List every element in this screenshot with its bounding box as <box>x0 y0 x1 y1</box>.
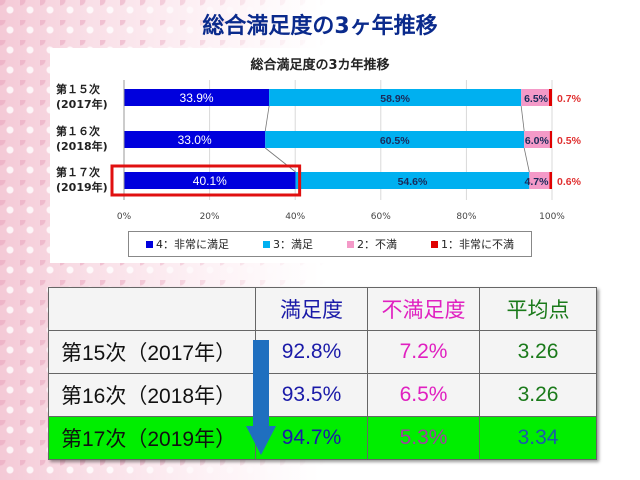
bar-segment <box>549 89 552 106</box>
bar-segment <box>549 172 552 189</box>
data-label: 0.5% <box>557 135 582 147</box>
data-label: 60.5% <box>380 135 410 147</box>
y-label-line: 第１６次 <box>56 125 100 138</box>
row-label: 第15次（2017年） <box>48 330 256 374</box>
legend-item: 2：不満 <box>347 236 397 252</box>
dissatisfaction-value: 6.5% <box>367 373 480 417</box>
dissatisfaction-value: 5.3% <box>367 416 480 460</box>
summary-table: 満足度 不満足度 平均点 第15次（2017年） 92.8% 7.2% 3.26… <box>48 287 597 460</box>
row-label: 第16次（2018年） <box>48 373 256 417</box>
bar-segment <box>295 172 530 189</box>
bar-segment <box>124 172 296 189</box>
data-label: 0.7% <box>557 93 582 105</box>
legend-swatch <box>431 241 438 248</box>
chart-plot: 0% 20% 40% 60% 80% 100% 33.9% 58.9% 6.5% 0.7% 33.0… <box>110 80 582 222</box>
x-tick-label: 20% <box>200 212 220 222</box>
series-line <box>264 147 296 173</box>
legend-swatch <box>263 241 270 248</box>
y-label-line: 第１７次 <box>56 166 100 179</box>
bar-segment <box>265 131 525 148</box>
table-row: 第16次（2018年） 93.5% 6.5% 3.26 <box>48 373 597 417</box>
x-tick-label: 80% <box>456 212 476 222</box>
legend-swatch <box>347 241 354 248</box>
satisfaction-value: 92.8% <box>255 330 368 374</box>
page-title: 総合満足度の3ヶ年推移 <box>202 14 438 39</box>
header-dissatisfaction: 不満足度 <box>367 287 480 331</box>
data-label: 33.9% <box>180 91 214 105</box>
bar-segment <box>549 131 552 148</box>
y-label-line: (2019年) <box>56 181 108 194</box>
dissatisfaction-value: 7.2% <box>367 330 480 374</box>
header-satisfaction: 満足度 <box>255 287 368 331</box>
series-line <box>264 105 270 132</box>
bar-segment <box>529 172 550 189</box>
bar-segment <box>124 131 266 148</box>
legend-label: 2：不満 <box>357 238 397 251</box>
chart-legend: 4：非常に満足 3：満足 2：不満 1：非常に不満 <box>128 231 532 257</box>
series-line <box>520 105 525 132</box>
average-value: 3.34 <box>479 416 597 460</box>
legend-item: 4：非常に満足 <box>146 236 229 252</box>
legend-swatch <box>146 241 153 248</box>
y-category-label: 第１６次 (2018年) <box>56 124 120 154</box>
y-category-label: 第１５次 (2017年) <box>56 82 120 112</box>
bar-segment <box>124 89 270 106</box>
legend-label: 4：非常に満足 <box>156 238 229 251</box>
y-label-line: 第１５次 <box>56 83 100 96</box>
series-line <box>523 147 530 173</box>
chart-title: 総合満足度の3カ年推移 <box>250 58 390 73</box>
legend-item: 3：満足 <box>263 236 313 252</box>
data-label: 4.7% <box>524 176 549 188</box>
bar-segment <box>521 89 550 106</box>
y-label-line: (2017年) <box>56 98 108 111</box>
table-header-row: 満足度 不満足度 平均点 <box>48 287 597 331</box>
stacked-bar-chart: 総合満足度の3カ年推移 第１５次 (2017年) 第１６次 (2018年) 第１７次 (2… <box>50 48 590 263</box>
x-tick-label: 60% <box>371 212 391 222</box>
average-value: 3.26 <box>479 330 597 374</box>
row-label: 第17次（2019年） <box>48 416 256 460</box>
header-average: 平均点 <box>479 287 597 331</box>
average-value: 3.26 <box>479 373 597 417</box>
x-tick-label: 0% <box>117 212 132 222</box>
legend-label: 1：非常に不満 <box>441 238 514 251</box>
data-label: 33.0% <box>178 133 212 147</box>
table-row-highlighted: 第17次（2019年） 94.7% 5.3% 3.34 <box>48 416 597 460</box>
data-label: 0.6% <box>557 176 582 188</box>
data-label: 54.6% <box>398 176 428 188</box>
x-tick-label: 100% <box>539 212 565 222</box>
bar-segment <box>269 89 522 106</box>
down-arrow-icon <box>246 340 276 455</box>
bar-segment <box>524 131 550 148</box>
y-category-label: 第１７次 (2019年) <box>56 165 120 195</box>
table-row: 第15次（2017年） 92.8% 7.2% 3.26 <box>48 330 597 374</box>
header-blank <box>48 287 256 331</box>
data-label: 6.0% <box>525 135 550 147</box>
legend-item: 1：非常に不満 <box>431 236 514 252</box>
data-label: 40.1% <box>193 174 227 188</box>
x-tick-label: 40% <box>285 212 305 222</box>
legend-label: 3：満足 <box>273 238 313 251</box>
data-label: 58.9% <box>380 93 410 105</box>
data-label: 6.5% <box>524 93 549 105</box>
y-label-line: (2018年) <box>56 140 108 153</box>
highlight-box <box>110 164 302 197</box>
